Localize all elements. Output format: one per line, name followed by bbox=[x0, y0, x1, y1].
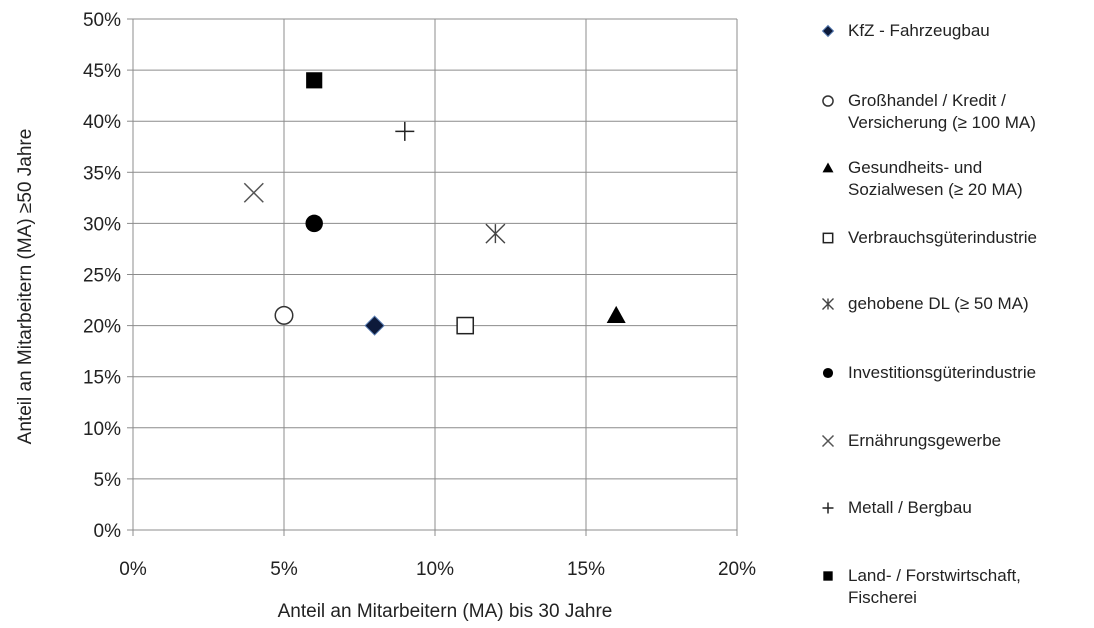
legend-marker-x bbox=[821, 434, 835, 448]
legend-item: KfZ - Fahrzeugbau bbox=[818, 20, 990, 44]
legend-item: Verbrauchsgüterindustrie bbox=[818, 227, 1037, 251]
legend-item: Gesundheits- und Sozialwesen (≥ 20 MA) bbox=[818, 157, 1023, 201]
legend-marker-circle-open bbox=[822, 95, 834, 107]
legend-marker-shape bbox=[822, 502, 834, 514]
y-tick-label: 50% bbox=[83, 10, 121, 31]
legend-marker-plus bbox=[822, 502, 834, 514]
x-tick-label: 15% bbox=[567, 559, 605, 580]
data-point-series-3 bbox=[606, 305, 626, 323]
legend-label: Investitionsgüterindustrie bbox=[848, 363, 1037, 382]
legend-marker-triangle bbox=[822, 162, 834, 173]
y-tick-label: 5% bbox=[94, 470, 122, 491]
legend-item: Großhandel / Kredit / Versicherung (≥ 10… bbox=[818, 90, 1036, 134]
legend-item: gehobene DL (≥ 50 MA) bbox=[818, 293, 1029, 317]
legend-item: Ernährungsgewerbe bbox=[818, 430, 1001, 454]
y-tick-label: 40% bbox=[83, 112, 121, 133]
legend-marker-shape bbox=[821, 24, 835, 38]
legend-marker-diamond bbox=[821, 24, 835, 38]
data-point-series-1 bbox=[364, 315, 385, 336]
legend-marker-shape bbox=[822, 367, 834, 379]
legend-marker-shape bbox=[822, 232, 834, 244]
data-point-series-7 bbox=[243, 182, 264, 203]
y-tick-label: 45% bbox=[83, 61, 121, 82]
legend-marker-shape bbox=[821, 434, 835, 448]
data-point-series-5 bbox=[485, 223, 506, 244]
legend-marker-star bbox=[822, 298, 834, 310]
legend-marker-shape bbox=[822, 95, 834, 107]
data-point-series-4 bbox=[456, 316, 475, 335]
data-point-series-8 bbox=[395, 121, 415, 141]
y-tick-label: 10% bbox=[83, 419, 121, 440]
y-tick-label: 30% bbox=[83, 214, 121, 235]
legend-label: Ernährungsgewerbe bbox=[848, 431, 1002, 450]
legend-label: Großhandel / Kredit / Versicherung (≥ 10… bbox=[848, 91, 1036, 132]
legend-marker-circle bbox=[822, 367, 834, 379]
legend-label: gehobene DL (≥ 50 MA) bbox=[848, 294, 1029, 313]
legend-label: KfZ - Fahrzeugbau bbox=[848, 21, 990, 40]
y-tick-label: 0% bbox=[94, 521, 122, 542]
scatter-chart: 0% 5% 10% 15% 20% 25% 30% 35% 40% 45% 50% 0% 5% 10% 15… bbox=[15, 10, 756, 622]
x-tick-label: 5% bbox=[270, 559, 298, 580]
legend-item: Land- / Forstwirtschaft, Fischerei bbox=[818, 565, 1021, 609]
x-tick-label: 20% bbox=[718, 559, 756, 580]
legend-item: Investitionsgüterindustrie bbox=[818, 362, 1036, 386]
data-point-series-2 bbox=[274, 305, 294, 325]
legend-label: Verbrauchsgüterindustrie bbox=[848, 228, 1038, 247]
y-tick-label: 20% bbox=[83, 317, 121, 338]
legend-label: Gesundheits- und Sozialwesen (≥ 20 MA) bbox=[848, 158, 1023, 199]
x-axis-title: Anteil an Mitarbeitern (MA) bis 30 Jahre bbox=[278, 601, 613, 622]
legend-marker-shape bbox=[822, 298, 834, 310]
legend-label: Land- / Forstwirtschaft, Fischerei bbox=[848, 566, 1021, 607]
legend-item: Metall / Bergbau bbox=[818, 497, 972, 521]
legend-marker-shape bbox=[823, 571, 833, 581]
y-tick-label: 25% bbox=[83, 266, 121, 287]
legend-label: Metall / Bergbau bbox=[848, 498, 972, 517]
y-tick-label: 15% bbox=[83, 368, 121, 389]
x-tick-label: 10% bbox=[416, 559, 454, 580]
legend-marker-square-open bbox=[822, 232, 834, 244]
data-point-series-6 bbox=[305, 214, 323, 233]
x-tick-label: 0% bbox=[119, 559, 147, 580]
data-point-series-9 bbox=[306, 72, 323, 89]
y-axis-title: Anteil an Mitarbeitern (MA) ≥50 Jahre bbox=[15, 129, 36, 445]
y-tick-label: 35% bbox=[83, 163, 121, 184]
legend-marker-square bbox=[823, 571, 833, 581]
legend-marker-shape bbox=[822, 162, 834, 173]
